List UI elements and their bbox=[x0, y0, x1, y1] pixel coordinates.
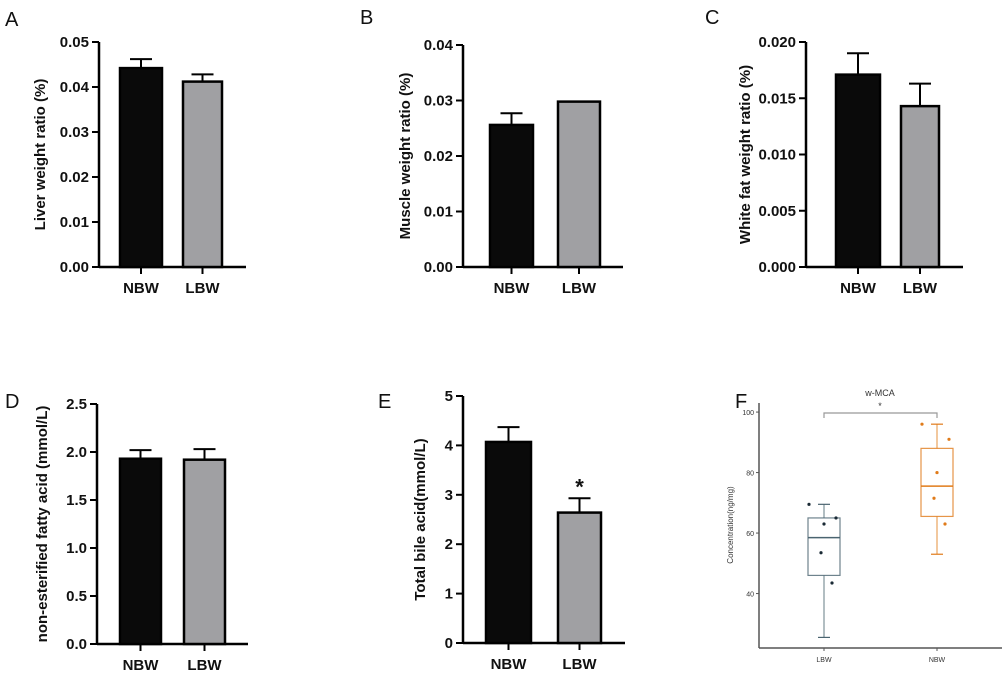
significance-marker: * bbox=[575, 474, 584, 499]
y-tick-label: 5 bbox=[445, 388, 453, 405]
y-tick-label: 2.0 bbox=[66, 444, 87, 461]
data-point bbox=[920, 422, 924, 426]
panel-letter: C bbox=[705, 7, 719, 29]
data-point bbox=[947, 437, 951, 441]
panel-letter: F bbox=[735, 391, 747, 413]
y-tick-label: 0.0 bbox=[66, 636, 87, 653]
data-point bbox=[943, 522, 947, 526]
panel-b: B 0.00 0.01 0.02 0.03 0.04 Muscle weight ratio… bbox=[360, 7, 623, 297]
data-point bbox=[819, 551, 823, 555]
x-tick-label: LBW bbox=[903, 280, 938, 297]
y-axis-label: non-esterified fatty acid (mmol/L) bbox=[34, 406, 51, 643]
chart-title: w-MCA bbox=[864, 388, 895, 398]
y-tick-label: 0.020 bbox=[758, 34, 796, 51]
box-nbw bbox=[920, 447, 954, 518]
bar-lbw bbox=[556, 100, 602, 269]
y-tick-label: 4 bbox=[445, 437, 454, 454]
y-tick-label: 0.02 bbox=[424, 148, 453, 165]
x-tick-label: LBW bbox=[816, 657, 832, 664]
y-tick-label: 0.00 bbox=[60, 259, 89, 276]
y-tick-label: 0.04 bbox=[60, 79, 90, 96]
y-tick-label: 0.005 bbox=[758, 203, 796, 220]
bar-nbw bbox=[484, 440, 533, 645]
y-tick-label: 0.03 bbox=[60, 124, 89, 141]
x-tick-label: LBW bbox=[185, 280, 220, 297]
data-point bbox=[822, 522, 826, 526]
y-tick-label: 0.010 bbox=[758, 147, 796, 164]
panel-f: F 40 60 80 100 Concentration(ng/mg) w-MCA LBW NB… bbox=[726, 388, 1002, 664]
y-tick-label: 0.01 bbox=[60, 214, 89, 231]
x-tick-label: LBW bbox=[562, 280, 597, 297]
panel-letter: D bbox=[5, 391, 19, 413]
y-axis-label: Liver weight ratio (%) bbox=[32, 79, 49, 231]
panel-a: A 0.00 0.01 0.02 0.03 0.04 0.05 Liver weight ra… bbox=[5, 9, 246, 297]
y-tick-label: 0.015 bbox=[758, 90, 796, 107]
x-tick-label: NBW bbox=[840, 280, 877, 297]
y-tick-label: 0.05 bbox=[60, 34, 89, 51]
x-tick-label: LBW bbox=[562, 656, 597, 673]
x-tick-label: NBW bbox=[494, 280, 531, 297]
data-point bbox=[932, 496, 936, 500]
x-tick-label: NBW bbox=[929, 657, 946, 664]
significance-bracket bbox=[823, 412, 938, 418]
bar-lbw bbox=[899, 104, 941, 269]
y-tick-label: 1.0 bbox=[66, 540, 87, 557]
y-tick-label: 2.5 bbox=[66, 396, 87, 413]
bar-nbw bbox=[488, 123, 535, 269]
data-point bbox=[834, 516, 838, 520]
panel-letter: E bbox=[378, 391, 391, 413]
bar-nbw bbox=[834, 73, 882, 269]
data-point bbox=[935, 470, 939, 475]
y-tick-label: 100 bbox=[742, 410, 754, 417]
bar-nbw bbox=[118, 457, 163, 646]
y-tick-label: 1.5 bbox=[66, 492, 87, 509]
x-tick-label: NBW bbox=[491, 656, 528, 673]
x-tick-label: NBW bbox=[123, 657, 160, 674]
panel-letter: A bbox=[5, 9, 19, 31]
bar-lbw bbox=[182, 458, 227, 646]
y-tick-label: 60 bbox=[746, 531, 754, 538]
y-tick-label: 0.04 bbox=[424, 37, 454, 54]
panel-letter: B bbox=[360, 7, 373, 29]
y-axis-label: White fat weight ratio (%) bbox=[737, 65, 754, 244]
y-tick-label: 0.00 bbox=[424, 259, 453, 276]
y-tick-label: 40 bbox=[746, 592, 754, 599]
y-tick-label: 80 bbox=[746, 471, 754, 478]
bar-lbw bbox=[181, 80, 224, 269]
y-tick-label: 1 bbox=[445, 586, 453, 603]
panel-e: E 0 1 2 3 4 5 Total bile acid(mmol/L) NBW LBW * bbox=[378, 388, 625, 673]
y-tick-label: 0.000 bbox=[758, 259, 796, 276]
y-axis-label: Muscle weight ratio (%) bbox=[397, 73, 414, 240]
y-tick-label: 0.03 bbox=[424, 93, 453, 110]
data-point bbox=[830, 581, 834, 585]
y-tick-label: 0.5 bbox=[66, 588, 87, 605]
x-tick-label: LBW bbox=[187, 657, 222, 674]
bar-lbw bbox=[556, 511, 603, 645]
y-axis-label: Concentration(ng/mg) bbox=[726, 486, 735, 564]
y-tick-label: 0.01 bbox=[424, 204, 453, 221]
data-point bbox=[807, 502, 811, 506]
bar-nbw bbox=[118, 66, 164, 269]
y-tick-label: 2 bbox=[445, 536, 453, 553]
y-tick-label: 0.02 bbox=[60, 169, 89, 186]
x-tick-label: NBW bbox=[123, 280, 160, 297]
y-tick-label: 0 bbox=[445, 635, 453, 652]
y-axis-label: Total bile acid(mmol/L) bbox=[412, 438, 429, 600]
box-lbw bbox=[807, 517, 841, 577]
significance-marker: * bbox=[878, 401, 882, 411]
y-tick-label: 3 bbox=[445, 487, 453, 504]
panel-d: D 0.0 0.5 1.0 1.5 2.0 2.5 non-esterified fatty … bbox=[5, 391, 248, 674]
